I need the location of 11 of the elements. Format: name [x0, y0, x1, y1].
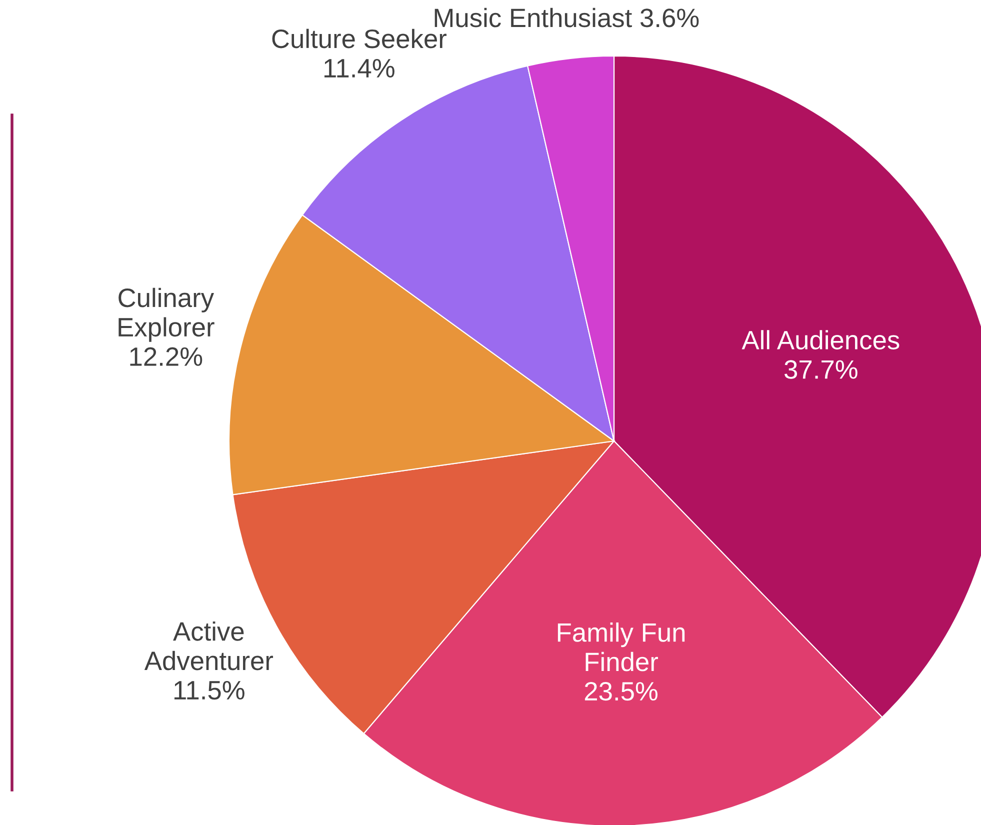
slice-label: Active Adventurer	[144, 621, 274, 670]
data-label: 12.2%	[130, 347, 202, 366]
slice-label: Music Enthusiast 3.6%	[434, 8, 699, 28]
slice-label: All Audiences	[742, 330, 900, 350]
data-label: 11.5%	[174, 681, 244, 700]
slice-label: Family Fun Finder	[558, 622, 685, 672]
data-label: 37.7%	[784, 360, 858, 379]
data-label: 23.5%	[584, 682, 658, 701]
data-label: 11.4%	[324, 59, 394, 78]
slice-label: Culture Seeker	[272, 28, 446, 48]
slice-label: Culinary Explorer	[118, 288, 214, 342]
